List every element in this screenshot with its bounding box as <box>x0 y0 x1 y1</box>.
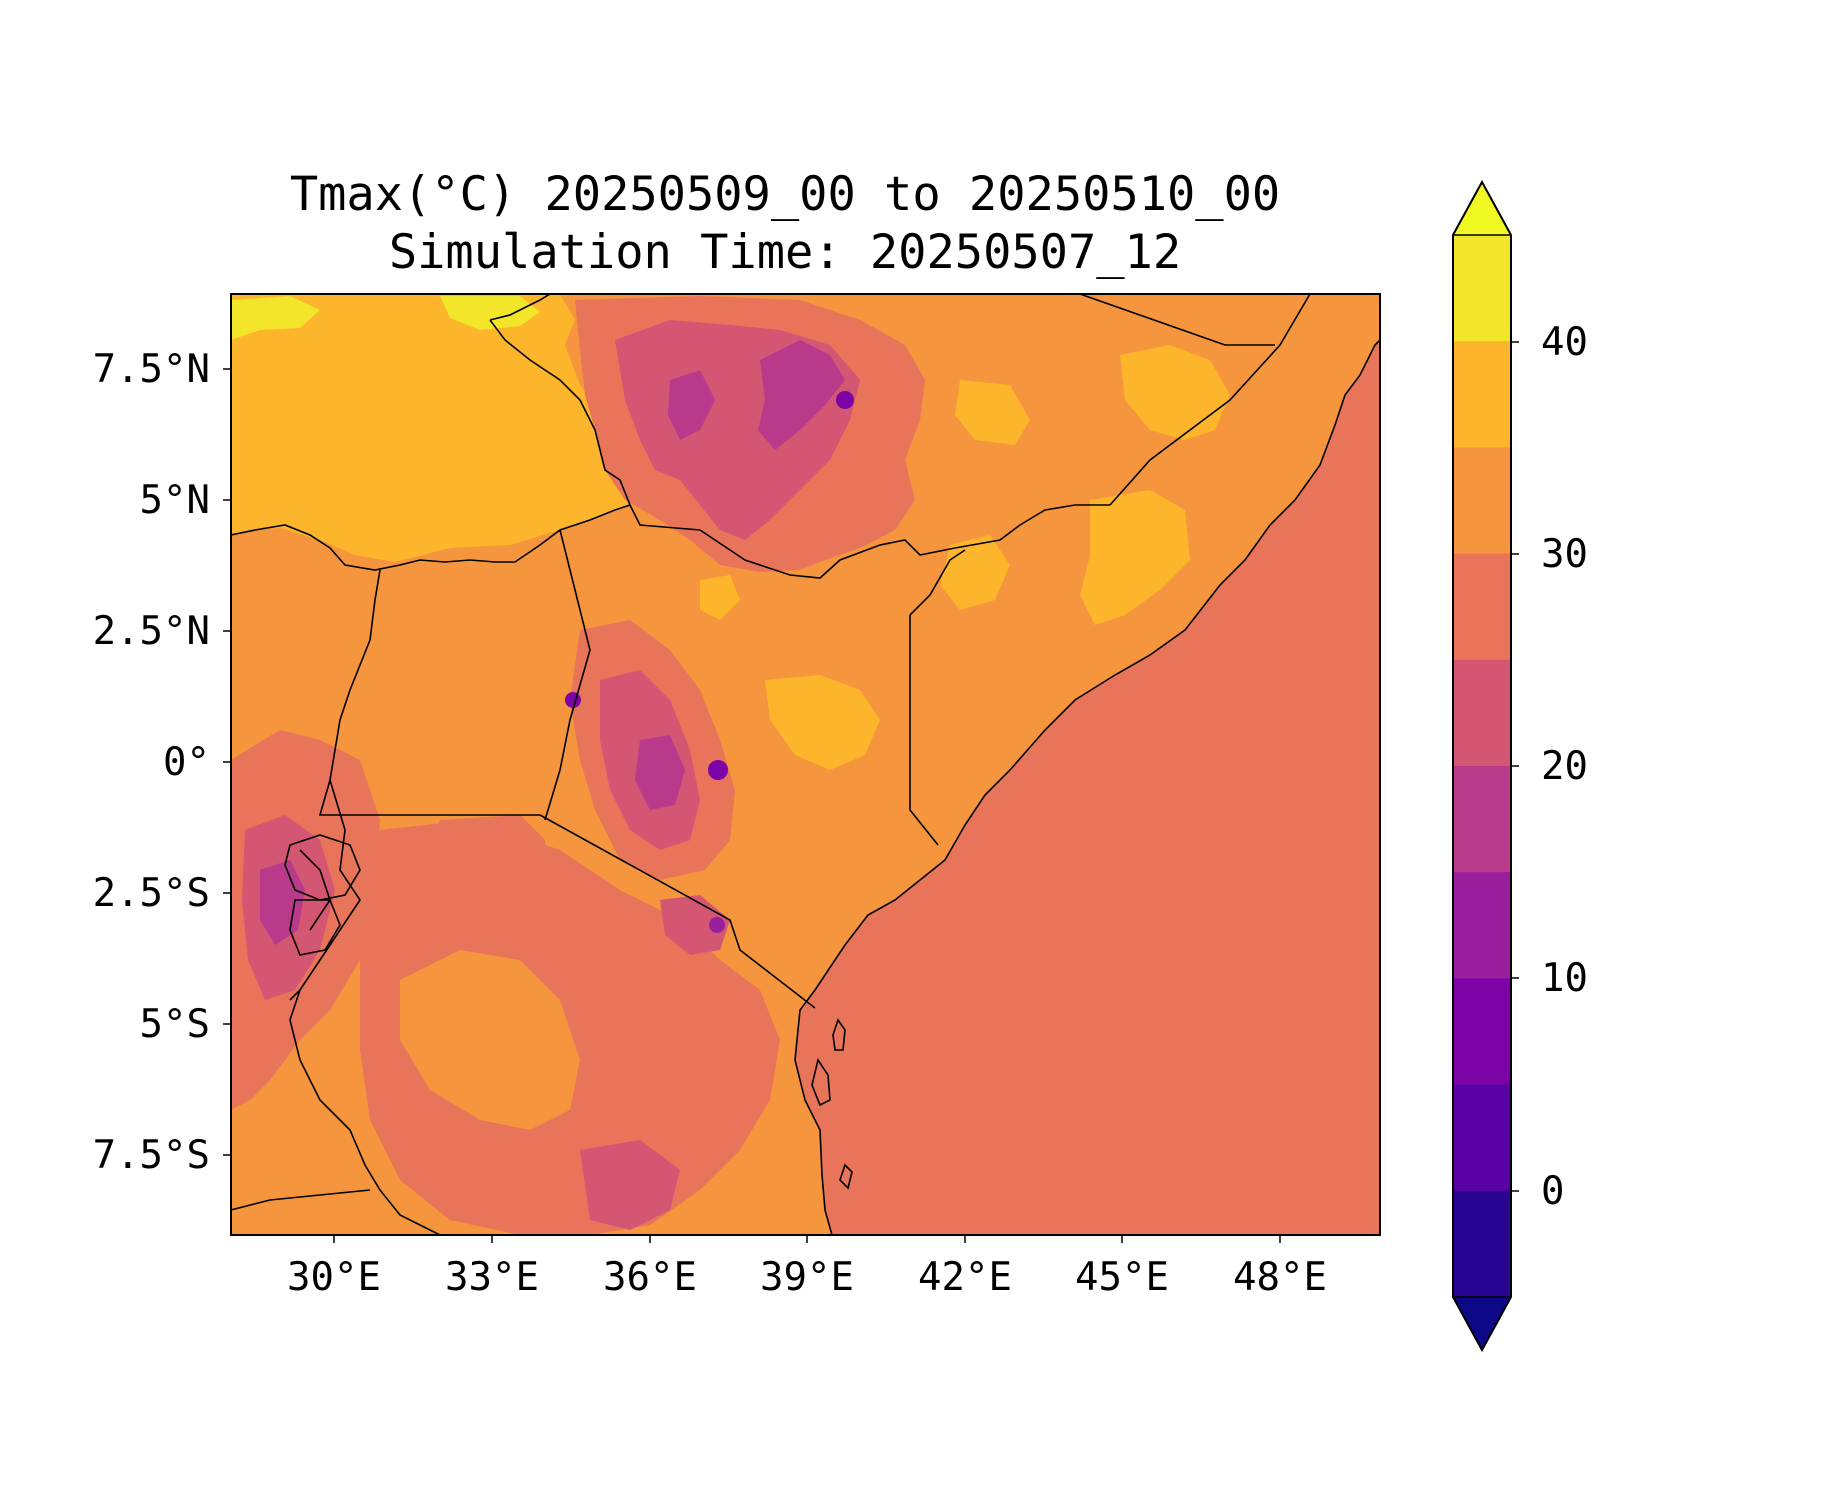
x-tick-label: 36°E <box>603 1255 697 1300</box>
colorbar-band <box>1453 341 1511 448</box>
colorbar-tick-label: 30 <box>1541 532 1588 577</box>
colorbar-outline <box>1452 179 1512 1353</box>
country-borders <box>231 294 1380 1235</box>
colorbar-ticks: 40 30 20 10 0 <box>1511 320 1588 1214</box>
y-tick-label: 7.5°S <box>93 1133 210 1178</box>
colorbar-band <box>1453 447 1511 555</box>
y-tick-label: 5°N <box>140 478 210 523</box>
hot-zone-somalia-3 <box>1080 490 1190 625</box>
colorbar-tick-label: 40 <box>1541 320 1588 365</box>
cold-zone-tanzania-south <box>580 1140 680 1230</box>
coldest-spot-kenya <box>708 760 728 780</box>
hot-zone-somalia-4 <box>940 535 1010 610</box>
x-tick-label: 39°E <box>760 1255 854 1300</box>
hot-zone-kenya-2 <box>700 575 740 620</box>
colorbar: 40 30 20 10 0 <box>1451 179 1588 1353</box>
colorbar-tick-label: 20 <box>1541 744 1588 789</box>
x-axis: 30°E 33°E 36°E 39°E 42°E 45°E 48°E <box>287 1235 1327 1300</box>
x-tick-label: 33°E <box>445 1255 539 1300</box>
colorbar-under-triangle <box>1451 1296 1513 1352</box>
y-axis: 7.5°N 5°N 2.5°N 0° 2.5°S 5°S 7.5°S <box>93 347 231 1178</box>
colder-zone-western-rift <box>260 860 305 945</box>
coldest-spot-ethiopia <box>836 391 854 409</box>
hottest-zone-northwest <box>231 296 320 340</box>
colorbar-band <box>1453 766 1511 873</box>
y-tick-label: 2.5°S <box>93 871 210 916</box>
cold-spot-kilimanjaro <box>709 917 725 933</box>
colorbar-band <box>1453 872 1511 979</box>
colorbar-over-triangle <box>1451 180 1513 236</box>
x-tick-label: 48°E <box>1233 1255 1327 1300</box>
title-line-1: Tmax(°C) 20250509_00 to 20250510_00 <box>290 167 1280 222</box>
colder-zone-ethiopia <box>758 340 845 450</box>
hot-zone-somalia-2 <box>955 380 1030 445</box>
colder-zone-ethiopia-2 <box>668 370 715 440</box>
hottest-zone-north-2 <box>440 296 540 330</box>
cold-spot-elgon <box>565 692 581 708</box>
title-line-2: Simulation Time: 20250507_12 <box>389 225 1181 280</box>
colorbar-band <box>1453 1084 1511 1192</box>
y-tick-label: 0° <box>163 740 210 785</box>
colder-zone-kenya <box>635 735 685 810</box>
lake-victoria <box>425 815 545 925</box>
hot-zone-kenya <box>765 675 880 770</box>
map-frame <box>230 293 1381 1236</box>
colorbar-band <box>1453 553 1511 661</box>
y-tick-label: 7.5°N <box>93 347 210 392</box>
x-tick-label: 42°E <box>918 1255 1012 1300</box>
colorbar-band <box>1453 1190 1511 1298</box>
map-panel: 30°E 33°E 36°E 39°E 42°E 45°E 48°E 7.5°N… <box>93 293 1381 1300</box>
colorbar-band <box>1453 235 1511 342</box>
colorbar-tick-label: 10 <box>1541 956 1588 1001</box>
colorbar-bands <box>1453 235 1511 1298</box>
colorbar-tick-label: 0 <box>1541 1169 1564 1214</box>
colorbar-band <box>1453 659 1511 767</box>
mid-zone-tanzania <box>400 950 580 1130</box>
y-tick-label: 5°S <box>140 1002 210 1047</box>
x-tick-label: 45°E <box>1075 1255 1169 1300</box>
x-tick-label: 30°E <box>287 1255 381 1300</box>
hot-zone-somalia-1 <box>1120 345 1230 440</box>
y-tick-label: 2.5°N <box>93 609 210 654</box>
colorbar-band <box>1453 978 1511 1086</box>
